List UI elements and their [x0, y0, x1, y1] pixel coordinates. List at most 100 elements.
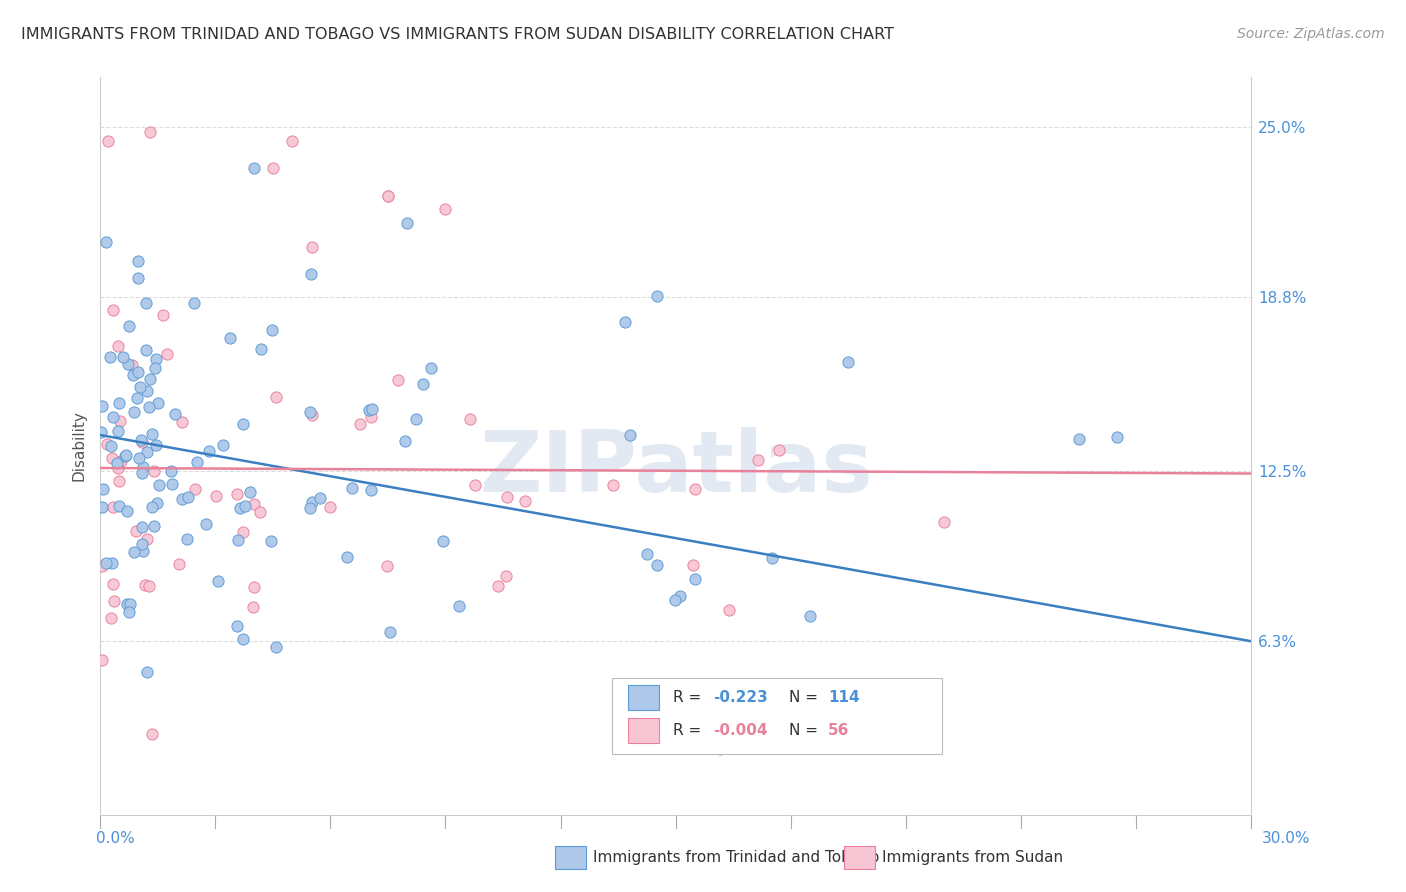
- Point: [242, 580, 264, 594]
- Point: [100, 611, 122, 625]
- Point: [135, 445, 157, 459]
- Point: [717, 603, 740, 617]
- Point: [110, 454, 132, 468]
- Point: [242, 599, 264, 614]
- Point: [117, 357, 139, 371]
- Point: [107, 461, 129, 475]
- Point: [101, 500, 124, 514]
- Point: [170, 415, 193, 429]
- Point: [105, 456, 128, 470]
- Point: [761, 551, 783, 566]
- Point: [132, 543, 155, 558]
- Point: [131, 434, 153, 449]
- Point: [298, 404, 321, 418]
- Text: Source: ZipAtlas.com: Source: ZipAtlas.com: [1237, 27, 1385, 41]
- Point: [170, 491, 193, 506]
- Point: [486, 579, 509, 593]
- Point: [934, 516, 956, 530]
- Point: [136, 532, 159, 546]
- Point: [131, 537, 153, 551]
- Point: [250, 343, 273, 357]
- Point: [141, 500, 163, 514]
- Point: [614, 315, 637, 329]
- Point: [145, 361, 167, 376]
- Text: ZIPatlas: ZIPatlas: [479, 426, 873, 509]
- Point: [160, 477, 183, 491]
- Point: [229, 500, 252, 515]
- Point: [682, 558, 704, 573]
- Point: [309, 491, 332, 505]
- Point: [515, 493, 537, 508]
- Point: [124, 405, 146, 419]
- Point: [184, 482, 207, 496]
- Point: [387, 372, 409, 386]
- Point: [135, 295, 157, 310]
- Point: [799, 608, 821, 623]
- Point: [225, 487, 247, 501]
- Point: [396, 216, 419, 230]
- Point: [432, 533, 454, 548]
- Point: [118, 319, 141, 334]
- Point: [219, 331, 242, 345]
- Point: [148, 478, 170, 492]
- Point: [242, 161, 264, 176]
- Point: [103, 594, 125, 608]
- Point: [226, 533, 249, 547]
- Point: [145, 438, 167, 452]
- Text: 0.0%: 0.0%: [96, 831, 135, 847]
- Point: [91, 559, 114, 574]
- Point: [602, 477, 624, 491]
- Point: [124, 545, 146, 559]
- Point: [136, 384, 159, 398]
- Point: [108, 474, 131, 488]
- Point: [360, 402, 382, 417]
- Point: [377, 188, 399, 202]
- Point: [135, 343, 157, 357]
- Point: [1105, 430, 1128, 444]
- Point: [449, 599, 471, 613]
- Point: [101, 410, 124, 425]
- Point: [747, 452, 769, 467]
- Point: [100, 450, 122, 465]
- Text: N =: N =: [789, 690, 823, 705]
- Point: [169, 557, 191, 571]
- Point: [112, 351, 135, 365]
- Point: [131, 433, 153, 447]
- Point: [138, 579, 160, 593]
- Point: [143, 464, 166, 478]
- Point: [138, 401, 160, 415]
- Point: [360, 483, 382, 498]
- Point: [647, 289, 669, 303]
- Point: [336, 550, 359, 565]
- Text: 30.0%: 30.0%: [1263, 831, 1310, 847]
- Point: [301, 408, 323, 422]
- Point: [177, 491, 200, 505]
- Point: [683, 573, 706, 587]
- Point: [141, 427, 163, 442]
- Point: [683, 482, 706, 496]
- Point: [412, 377, 434, 392]
- Point: [146, 496, 169, 510]
- Point: [100, 439, 122, 453]
- Point: [262, 161, 284, 176]
- Point: [127, 391, 149, 405]
- Point: [159, 464, 181, 478]
- Point: [121, 358, 143, 372]
- Point: [131, 467, 153, 481]
- Point: [101, 556, 124, 570]
- Text: Immigrants from Sudan: Immigrants from Sudan: [882, 850, 1063, 864]
- Point: [127, 271, 149, 285]
- Point: [96, 437, 118, 451]
- Point: [298, 501, 321, 516]
- Point: [375, 558, 398, 573]
- Point: [156, 346, 179, 360]
- Point: [135, 665, 157, 679]
- Point: [139, 125, 162, 139]
- Point: [127, 365, 149, 379]
- Point: [301, 240, 323, 254]
- Point: [207, 574, 229, 588]
- Point: [669, 589, 692, 603]
- Point: [458, 411, 481, 425]
- Point: [709, 742, 731, 756]
- Point: [115, 448, 138, 462]
